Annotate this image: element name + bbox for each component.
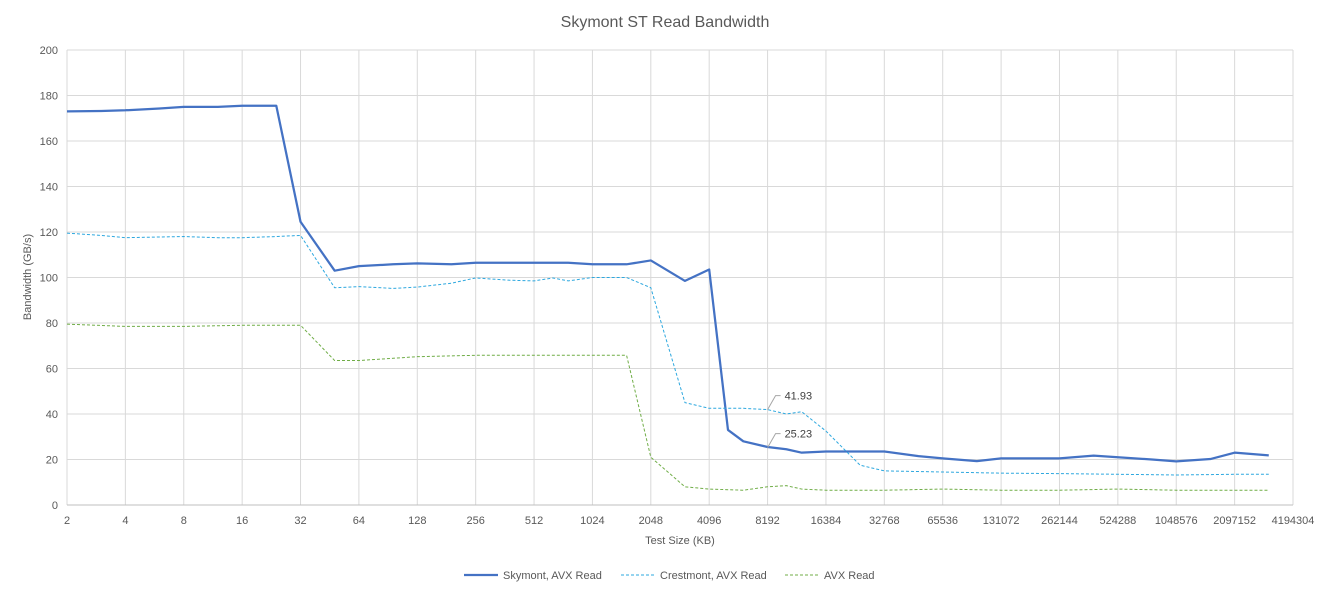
x-tick-label: 2048 bbox=[639, 515, 663, 527]
chart-title: Skymont ST Read Bandwidth bbox=[561, 14, 770, 31]
x-tick-label: 4 bbox=[122, 515, 128, 527]
y-tick-label: 180 bbox=[40, 91, 58, 103]
x-tick-label: 4096 bbox=[697, 515, 721, 527]
y-tick-label: 0 bbox=[52, 500, 58, 512]
y-tick-label: 60 bbox=[46, 364, 58, 376]
x-tick-label: 8 bbox=[181, 515, 187, 527]
data-label: 25.23 bbox=[785, 429, 813, 441]
x-tick-label: 128 bbox=[408, 515, 426, 527]
x-tick-label: 2097152 bbox=[1213, 515, 1256, 527]
grid-layer bbox=[66, 49, 1294, 506]
x-tick-label: 1048576 bbox=[1155, 515, 1198, 527]
annotation-leader bbox=[767, 433, 781, 448]
legend-entry: AVX Read bbox=[824, 570, 875, 582]
y-tick-label: 20 bbox=[46, 455, 58, 467]
series-line-1 bbox=[66, 232, 1269, 476]
legend-entry: Skymont, AVX Read bbox=[503, 570, 602, 582]
x-tick-label: 262144 bbox=[1041, 515, 1078, 527]
series-line-0 bbox=[66, 104, 1269, 463]
legend-entry: Crestmont, AVX Read bbox=[660, 570, 767, 582]
x-tick-label: 524288 bbox=[1099, 515, 1136, 527]
x-tick-label: 4194304 bbox=[1272, 515, 1315, 527]
y-tick-label: 40 bbox=[46, 409, 58, 421]
x-tick-label: 65536 bbox=[927, 515, 958, 527]
y-tick-label: 100 bbox=[40, 273, 58, 285]
legend: Skymont, AVX Read Crestmont, AVX Read AVX … bbox=[464, 570, 875, 582]
x-tick-label: 32768 bbox=[869, 515, 900, 527]
x-tick-label: 8192 bbox=[755, 515, 779, 527]
annotation-leader bbox=[767, 395, 781, 410]
x-tick-label: 32 bbox=[294, 515, 306, 527]
x-tick-labels: 2 4 8 16 32 64 128 256 512 1024 2048 4096 8192 16384 3… bbox=[64, 515, 1314, 527]
y-tick-label: 140 bbox=[40, 182, 58, 194]
y-tick-label: 200 bbox=[40, 45, 58, 57]
x-tick-label: 131072 bbox=[983, 515, 1020, 527]
x-axis-label: Test Size (KB) bbox=[645, 535, 715, 547]
y-tick-label: 80 bbox=[46, 318, 58, 330]
x-tick-label: 64 bbox=[353, 515, 365, 527]
y-tick-label: 120 bbox=[40, 227, 58, 239]
annotation-layer: 41.93 25.23 bbox=[767, 391, 813, 448]
y-tick-labels: 0 20 40 60 80 100 120 140 160 180 200 bbox=[40, 45, 58, 512]
data-label: 41.93 bbox=[785, 391, 813, 403]
x-tick-label: 1024 bbox=[580, 515, 604, 527]
x-tick-label: 512 bbox=[525, 515, 543, 527]
y-tick-label: 160 bbox=[40, 136, 58, 148]
series-line-2 bbox=[66, 323, 1269, 491]
y-axis-label: Bandwidth (GB/s) bbox=[22, 234, 34, 320]
x-tick-label: 256 bbox=[466, 515, 484, 527]
x-tick-label: 16384 bbox=[811, 515, 842, 527]
series-layer bbox=[66, 104, 1269, 491]
x-tick-label: 16 bbox=[236, 515, 248, 527]
x-tick-label: 2 bbox=[64, 515, 70, 527]
